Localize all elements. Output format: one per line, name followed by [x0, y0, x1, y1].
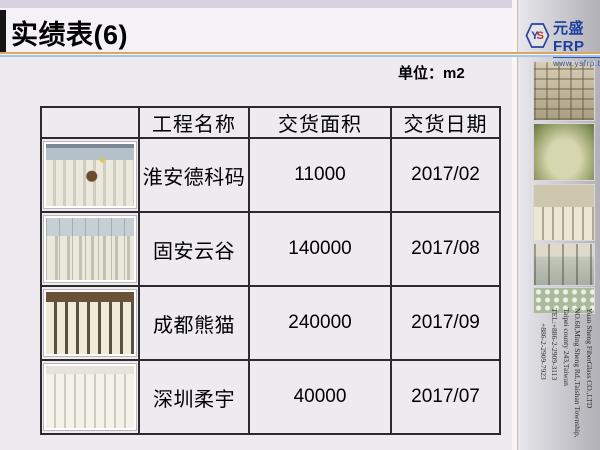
project-name: 深圳柔宇 — [138, 359, 250, 435]
delivery-date: 2017/07 — [390, 359, 501, 435]
company-address-line1: NO.68,Ming Sheng Rd.,Taishan Township, — [573, 308, 583, 438]
project-photo-cell — [40, 285, 140, 361]
tank-rows-dark-photo — [43, 289, 137, 357]
logo-letter-s: S — [536, 29, 544, 42]
brand-block: 元盛FRP www.ysfrp.tw — [553, 20, 600, 68]
column-header-project-name: 工程名称 — [138, 106, 250, 139]
title-divider-lines — [0, 52, 600, 58]
project-name: 固安云谷 — [138, 211, 250, 287]
ceiling-grid-photo — [533, 61, 595, 121]
title-band — [0, 8, 512, 52]
column-header-delivery-date: 交货日期 — [390, 106, 501, 139]
delivery-date: 2017/08 — [390, 211, 501, 287]
page-title: 实绩表(6) — [11, 20, 128, 50]
delivery-date: 2017/09 — [390, 285, 501, 361]
project-photo-cell — [40, 137, 140, 213]
unit-label: 单位：m2 — [398, 65, 465, 82]
delivery-area: 40000 — [248, 359, 392, 435]
company-logo: Y S 元盛FRP www.ysfrp.tw — [525, 20, 600, 68]
company-name: Yuan Sheng FiberGlass CO.,LTD — [585, 308, 594, 409]
top-strip — [0, 0, 512, 8]
tank-rows-bright-photo — [43, 363, 137, 431]
project-photo-cell — [40, 359, 140, 435]
tank-group-photo — [533, 184, 595, 241]
brand-name: 元盛FRP — [553, 20, 585, 55]
project-photo-cell — [40, 211, 140, 287]
project-name: 淮安德科码 — [138, 137, 250, 213]
delivery-area: 11000 — [248, 137, 392, 213]
delivery-date: 2017/02 — [390, 137, 501, 213]
delivery-area: 240000 — [248, 285, 392, 361]
sidebar-gap — [512, 0, 517, 450]
tank-field-cranes-photo — [43, 215, 137, 283]
table-row: 固安云谷 140000 2017/08 — [40, 211, 501, 287]
column-header-delivery-area: 交货面积 — [248, 106, 392, 139]
column-header-photo — [40, 106, 140, 139]
title-accent-bar — [0, 10, 6, 52]
tank-closeup-photo — [533, 123, 595, 181]
tank-tops-aerial-photo — [533, 287, 595, 314]
table-row: 淮安德科码 11000 2017/02 — [40, 137, 501, 213]
brand-website: www.ysfrp.tw — [553, 57, 600, 68]
performance-table: 工程名称 交货面积 交货日期 淮安德科码 11000 2017/02 固安云谷 … — [40, 106, 501, 435]
project-name: 成都熊猫 — [138, 285, 250, 361]
logo-monogram: Y S — [527, 24, 548, 47]
company-address-line2: Taipei county 243,Taiwan — [562, 308, 571, 386]
company-phone2: +886-2-2909-7923 — [539, 323, 548, 380]
logo-letter-y: Y — [531, 29, 539, 42]
header-row: 工程名称 交货面积 交货日期 — [40, 106, 501, 139]
delivery-area: 140000 — [248, 211, 392, 287]
table-row: 成都熊猫 240000 2017/09 — [40, 285, 501, 361]
company-phone1: TEL:+886-2-2909-3113 — [550, 308, 560, 381]
table-row: 深圳柔宇 40000 2017/07 — [40, 359, 501, 435]
hexagon-logo-icon: Y S — [525, 23, 550, 48]
contact-info-vertical: Yuan Sheng FiberGlass CO.,LTD NO.68,Ming… — [537, 308, 595, 448]
tank-construction-site-photo — [43, 141, 137, 209]
factory-hall-photo — [533, 243, 595, 286]
